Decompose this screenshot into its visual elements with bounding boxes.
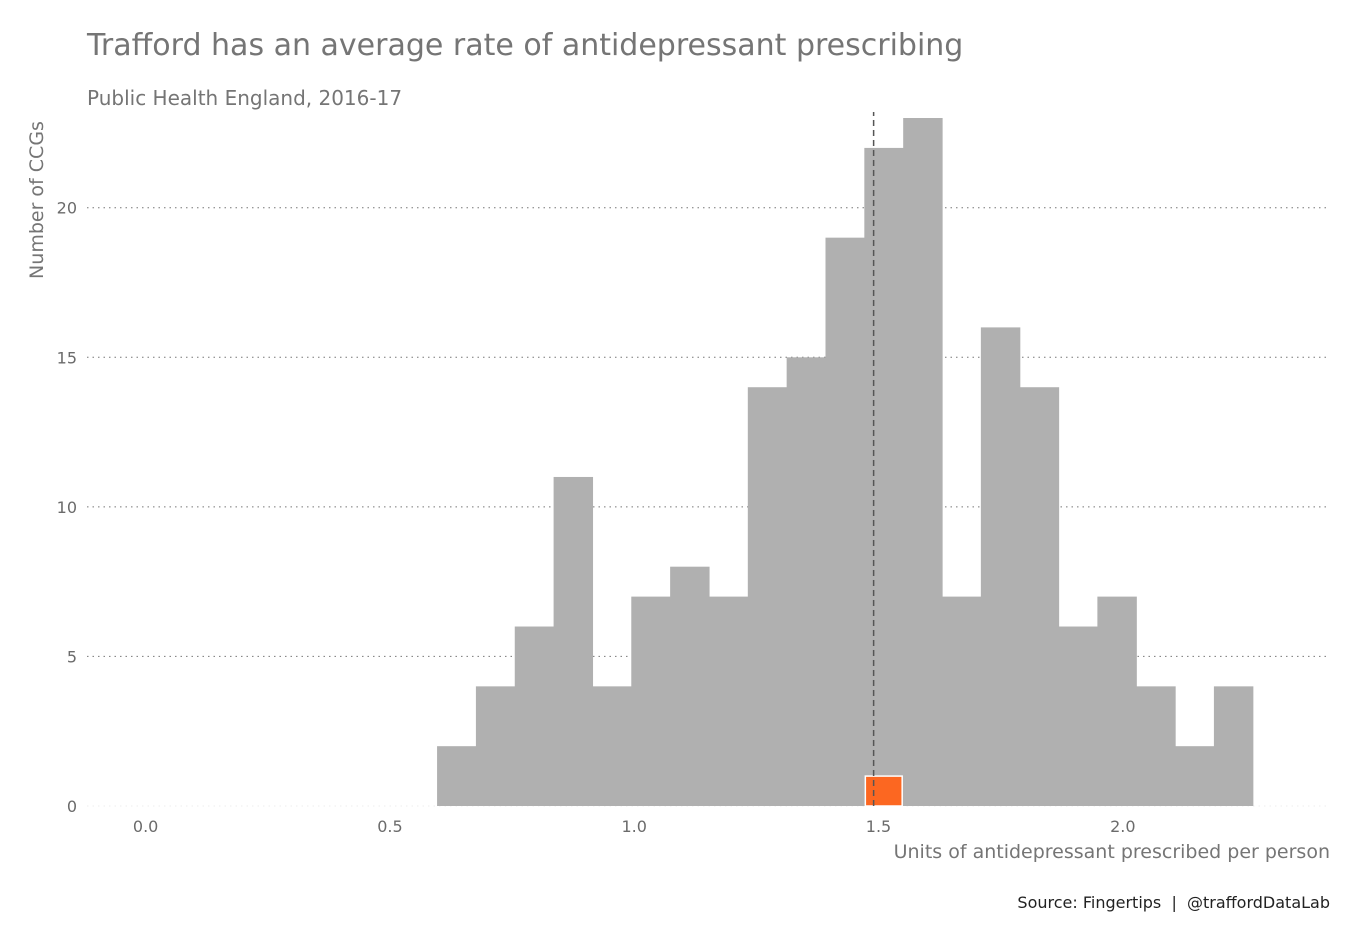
histogram-bar-13 (942, 596, 982, 806)
histogram-bar-19 (1175, 746, 1215, 806)
histogram-bar-3 (553, 476, 594, 806)
histogram-bar-10 (825, 237, 865, 807)
x-axis-title: Units of antidepressant prescribed per p… (894, 841, 1330, 863)
histogram-bar-18 (1136, 686, 1176, 806)
x-axis-ticks: 0.0 0.5 1.0 1.5 2.0 (133, 817, 1136, 836)
y-tick-label-10: 10 (57, 498, 77, 517)
histogram-bar-4 (592, 686, 632, 806)
y-tick-label-5: 5 (67, 647, 77, 666)
x-tick-label-2: 2.0 (1110, 817, 1135, 836)
histogram-bar-20 (1213, 686, 1254, 806)
y-axis-ticks: 0 5 10 15 20 (57, 199, 77, 816)
chart-subtitle: Public Health England, 2016-17 (87, 86, 402, 110)
x-tick-label-0: 0.0 (133, 817, 158, 836)
histogram-bar-1 (475, 686, 516, 806)
histogram-bar-14 (980, 327, 1021, 806)
highlight-layer (864, 775, 903, 807)
histogram-bar-12 (903, 118, 943, 806)
chart-title: Trafford has an average rate of antidepr… (86, 28, 963, 63)
histogram-bar-16 (1058, 626, 1098, 806)
x-tick-label-1: 1.0 (621, 817, 646, 836)
histogram-bar-7 (708, 596, 749, 806)
histogram-bar-17 (1097, 596, 1137, 806)
histogram-bar-2 (514, 626, 555, 806)
histogram-bar-15 (1019, 387, 1060, 806)
x-tick-label-0.5: 0.5 (377, 817, 402, 836)
y-tick-label-0: 0 (67, 797, 77, 816)
histogram-bar-11 (864, 147, 904, 807)
y-axis-title: Number of CCGs (26, 121, 48, 279)
y-tick-label-20: 20 (57, 199, 77, 218)
histogram-bar-9 (786, 357, 827, 806)
y-tick-label-15: 15 (57, 348, 77, 367)
x-tick-label-1.5: 1.5 (866, 817, 891, 836)
histogram-bar-8 (747, 387, 788, 806)
histogram-bar-0 (437, 746, 477, 806)
histogram-bar-6 (670, 566, 710, 806)
histogram-bar-5 (631, 596, 671, 806)
highlight-bar-trafford (864, 775, 903, 807)
chart-caption: Source: Fingertips | @traffordDataLab (1017, 893, 1330, 912)
histogram-bars (437, 118, 1254, 807)
